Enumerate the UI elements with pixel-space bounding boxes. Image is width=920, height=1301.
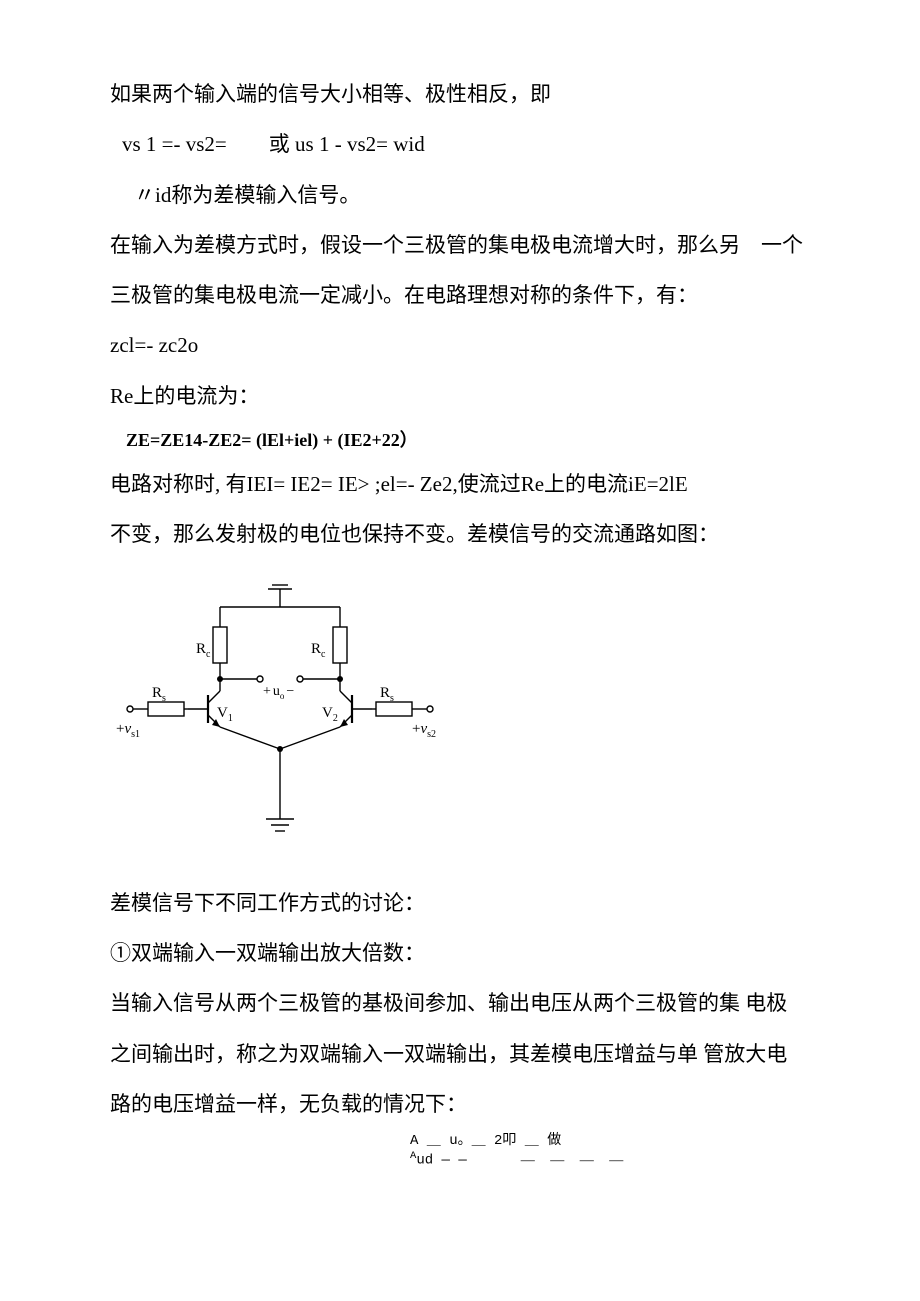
text-line-3: 〃id称为差模输入信号。 [110, 171, 820, 219]
text-line-6: zcl=- zc2o [110, 321, 820, 369]
label-v2: V2 [322, 705, 338, 724]
label-rc-left: Rc [196, 641, 211, 660]
circuit-svg: Rc Rc +uo− V1 V2 [110, 579, 450, 859]
label-vs2: +vs2 [412, 721, 436, 740]
text-line-15: 路的电压增益一样，无负载的情况下： [110, 1080, 820, 1128]
text-line-5: 三极管的集电极电流一定减小。在电路理想对称的条件下，有： [110, 271, 820, 319]
label-uo: +uo− [263, 684, 294, 701]
text-line-4: 在输入为差模方式时，假设一个三极管的集电极电流增大时，那么另 一个 [110, 221, 820, 269]
label-rs-right: Rs [380, 685, 394, 704]
text-line-8-formula: ZE=ZE14-ZE2= (lEl+iel) + (IE2+22） [110, 422, 820, 458]
text-line-9: 电路对称时, 有IEI= IE2= IE> ;el=- Ze2,使流过Re上的电… [110, 460, 820, 508]
text-line-2: vs 1 =- vs2= 或 us 1 - vs2= wid [110, 120, 820, 168]
label-v1: V1 [217, 705, 233, 724]
text-line-10: 不变，那么发射极的电位也保持不变。差模信号的交流通路如图： [110, 510, 820, 558]
text-line-7: Re上的电流为： [110, 372, 820, 420]
text-line-13: 当输入信号从两个三极管的基极间参加、输出电压从两个三极管的集 电极 [110, 979, 820, 1027]
text-line-1: 如果两个输入端的信号大小相等、极性相反，即 [110, 70, 820, 118]
circuit-diagram: Rc Rc +uo− V1 V2 [110, 579, 820, 859]
label-rs-left: Rs [152, 685, 166, 704]
bottom-formula: A ＿ u。＿ 2叩 ＿ 做 Aud — —— — — — [110, 1132, 820, 1170]
label-rc-right: Rc [311, 641, 326, 660]
text-line-11: 差模信号下不同工作方式的讨论： [110, 879, 820, 927]
text-line-12: ①双端输入一双端输出放大倍数： [110, 929, 820, 977]
text-line-14: 之间输出时，称之为双端输入一双端输出，其差模电压增益与单 管放大电 [110, 1030, 820, 1078]
label-vs1: +vs1 [116, 721, 140, 740]
